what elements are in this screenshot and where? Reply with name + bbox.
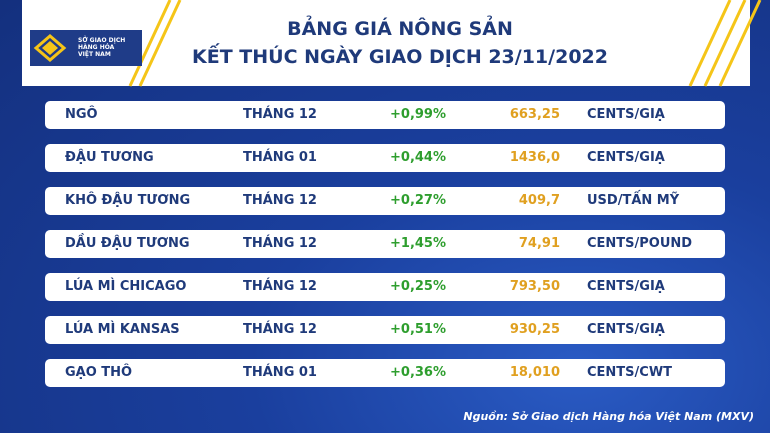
contract-month: THÁNG 01	[243, 150, 317, 165]
source: Nguồn: Sở Giao dịch Hàng hóa Việt Nam (M…	[463, 410, 754, 423]
contract-month: THÁNG 12	[243, 279, 317, 294]
change: +0,44%	[390, 150, 446, 165]
unit: CENTS/GIẠ	[587, 322, 665, 337]
unit: CENTS/GIẠ	[587, 279, 665, 294]
table-row: NGÔ THÁNG 12 +0,99% 663,25 CENTS/GIẠ	[45, 101, 725, 129]
commodity: LÚA MÌ KANSAS	[65, 322, 180, 337]
change: +0,27%	[390, 193, 446, 208]
price: 663,25	[509, 107, 560, 122]
unit: USD/TẤN MỸ	[587, 193, 680, 208]
unit: CENTS/GIẠ	[587, 107, 665, 122]
commodity: NGÔ	[65, 107, 98, 122]
price: 793,50	[509, 279, 560, 294]
table-row: LÚA MÌ CHICAGO THÁNG 12 +0,25% 793,50 CENTS/…	[45, 273, 725, 301]
logo	[30, 30, 142, 66]
logo-line: HÀNG HÓA	[78, 44, 115, 51]
unit: CENTS/CWT	[587, 365, 673, 380]
header-panel	[22, 0, 750, 86]
logo-line: VIỆT NAM	[78, 51, 111, 58]
table-row: KHÔ ĐẬU TƯƠNG THÁNG 12 +0,27% 409,7 USD/TẤN …	[45, 187, 725, 215]
logo-icon	[33, 34, 67, 62]
contract-month: THÁNG 01	[243, 365, 317, 380]
change: +0,25%	[390, 279, 446, 294]
subtitle: KẾT THÚC NGÀY GIAO DỊCH 23/11/2022	[192, 46, 608, 68]
change: +0,36%	[390, 365, 446, 380]
title: BẢNG GIÁ NÔNG SẢN	[287, 18, 513, 40]
price: 74,91	[518, 236, 560, 251]
change: +1,45%	[390, 236, 446, 251]
contract-month: THÁNG 12	[243, 193, 317, 208]
logo-line: SỞ GIAO DỊCH	[78, 37, 126, 44]
change: +0,51%	[390, 322, 446, 337]
price: 930,25	[509, 322, 560, 337]
logo-text: SỞ GIAO DỊCH HÀNG HÓA VIỆT NAM	[78, 37, 125, 58]
commodity: ĐẬU TƯƠNG	[65, 150, 154, 165]
price: 409,7	[518, 193, 560, 208]
commodity: DẦU ĐẬU TƯƠNG	[65, 236, 190, 251]
contract-month: THÁNG 12	[243, 322, 317, 337]
table-row: ĐẬU TƯƠNG THÁNG 01 +0,44% 1436,0 CENTS/GIẠ	[45, 144, 725, 172]
contract-month: THÁNG 12	[243, 236, 317, 251]
table-row: DẦU ĐẬU TƯƠNG THÁNG 12 +1,45% 74,91 CENTS/PO…	[45, 230, 725, 258]
table-row: GẠO THÔ THÁNG 01 +0,36% 18,010 CENTS/CWT	[45, 359, 725, 387]
change: +0,99%	[390, 107, 446, 122]
commodity: LÚA MÌ CHICAGO	[65, 279, 187, 294]
commodity: KHÔ ĐẬU TƯƠNG	[65, 193, 191, 208]
price: 1436,0	[509, 150, 560, 165]
price: 18,010	[509, 365, 560, 380]
unit: CENTS/POUND	[587, 236, 693, 251]
table-row: LÚA MÌ KANSAS THÁNG 12 +0,51% 930,25 CENTS/G…	[45, 316, 725, 344]
contract-month: THÁNG 12	[243, 107, 317, 122]
decoration	[128, 0, 762, 87]
unit: CENTS/GIẠ	[587, 150, 665, 165]
commodity: GẠO THÔ	[65, 365, 133, 380]
